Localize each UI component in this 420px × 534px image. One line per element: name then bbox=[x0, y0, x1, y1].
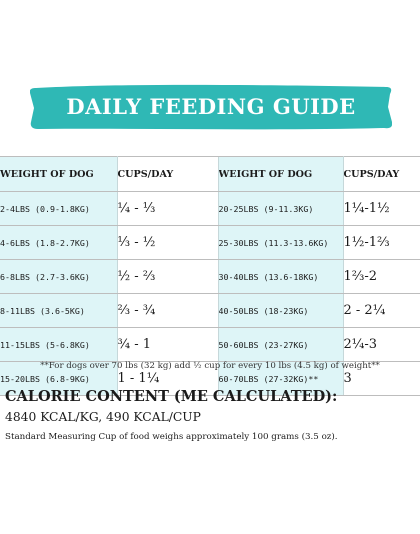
table-row: 11-15LBS (5-6.8KG) ¾ - 1 50-60LBS (23-27KG… bbox=[0, 327, 420, 362]
feeding-guide-banner: DAILY FEEDING GUIDE bbox=[30, 84, 392, 130]
feeding-note: **For dogs over 70 lbs (32 kg) add ½ cup… bbox=[40, 361, 380, 371]
cell-cups-right: 1½-1⅔ bbox=[343, 225, 420, 260]
table-gap bbox=[206, 293, 218, 328]
banner-title: DAILY FEEDING GUIDE bbox=[66, 94, 356, 119]
table-row: 6-8LBS (2.7-3.6KG) ½ - ⅔ 30-40LBS (13.6-18… bbox=[0, 259, 420, 294]
table-gap bbox=[206, 191, 218, 226]
header-cups-right: CUPS/DAY bbox=[343, 156, 420, 192]
feeding-table: WEIGHT OF DOG CUPS/DAY WEIGHT OF DOG CUP… bbox=[0, 156, 420, 396]
cell-weight-right: 60-70LBS (27-32KG)** bbox=[217, 361, 344, 396]
table-row: 8-11LBS (3.6-5KG) ⅔ - ¾ 40-50LBS (18-23KG)… bbox=[0, 293, 420, 328]
cell-weight-right: 20-25LBS (9-11.3KG) bbox=[217, 191, 344, 226]
cell-cups-left: ⅔ - ¾ bbox=[117, 293, 206, 328]
cell-weight-left: 8-11LBS (3.6-5KG) bbox=[0, 293, 118, 328]
table-gap bbox=[206, 156, 218, 192]
cell-cups-right: 3 bbox=[343, 361, 420, 396]
cell-weight-left: 4-6LBS (1.8-2.7KG) bbox=[0, 225, 118, 260]
cell-weight-left: 11-15LBS (5-6.8KG) bbox=[0, 327, 118, 362]
table-row: 2-4LBS (0.9-1.8KG) ¼ - ⅓ 20-25LBS (9-11.3K… bbox=[0, 191, 420, 226]
cell-weight-left: 2-4LBS (0.9-1.8KG) bbox=[0, 191, 118, 226]
cell-cups-left: ¼ - ⅓ bbox=[117, 191, 206, 226]
cell-cups-right: 2¼-3 bbox=[343, 327, 420, 362]
table-gap bbox=[206, 259, 218, 294]
calorie-title: CALORIE CONTENT (ME CALCULATED): bbox=[5, 388, 338, 405]
cell-cups-right: 1⅔-2 bbox=[343, 259, 420, 294]
cell-cups-right: 1¼-1½ bbox=[343, 191, 420, 226]
cell-weight-right: 50-60LBS (23-27KG) bbox=[217, 327, 344, 362]
cell-cups-right: 2 - 2¼ bbox=[343, 293, 420, 328]
cell-weight-right: 40-50LBS (18-23KG) bbox=[217, 293, 344, 328]
calorie-values: 4840 KCAL/KG, 490 KCAL/CUP bbox=[5, 410, 201, 424]
cell-weight-right: 25-30LBS (11.3-13.6KG) bbox=[217, 225, 344, 260]
cell-cups-left: ¾ - 1 bbox=[117, 327, 206, 362]
cell-cups-left: ½ - ⅔ bbox=[117, 259, 206, 294]
table-gap bbox=[206, 225, 218, 260]
cell-weight-left: 15-20LBS (6.8-9KG) bbox=[0, 361, 118, 396]
header-cups-left: CUPS/DAY bbox=[117, 156, 206, 192]
cell-cups-left: 1 - 1¼ bbox=[117, 361, 206, 396]
table-row: 15-20LBS (6.8-9KG) 1 - 1¼ 60-70LBS (27-32K… bbox=[0, 361, 420, 396]
table-row: 4-6LBS (1.8-2.7KG) ⅓ - ½ 25-30LBS (11.3-13… bbox=[0, 225, 420, 260]
header-weight-left: WEIGHT OF DOG bbox=[0, 156, 118, 192]
table-gap bbox=[206, 327, 218, 362]
table-gap bbox=[206, 361, 218, 396]
cell-weight-right: 30-40LBS (13.6-18KG) bbox=[217, 259, 344, 294]
header-weight-right: WEIGHT OF DOG bbox=[217, 156, 344, 192]
cell-weight-left: 6-8LBS (2.7-3.6KG) bbox=[0, 259, 118, 294]
cell-cups-left: ⅓ - ½ bbox=[117, 225, 206, 260]
calorie-description: Standard Measuring Cup of food weighs ap… bbox=[5, 432, 338, 442]
table-header-row: WEIGHT OF DOG CUPS/DAY WEIGHT OF DOG CUP… bbox=[0, 156, 420, 192]
banner-brush-shape bbox=[30, 84, 392, 130]
